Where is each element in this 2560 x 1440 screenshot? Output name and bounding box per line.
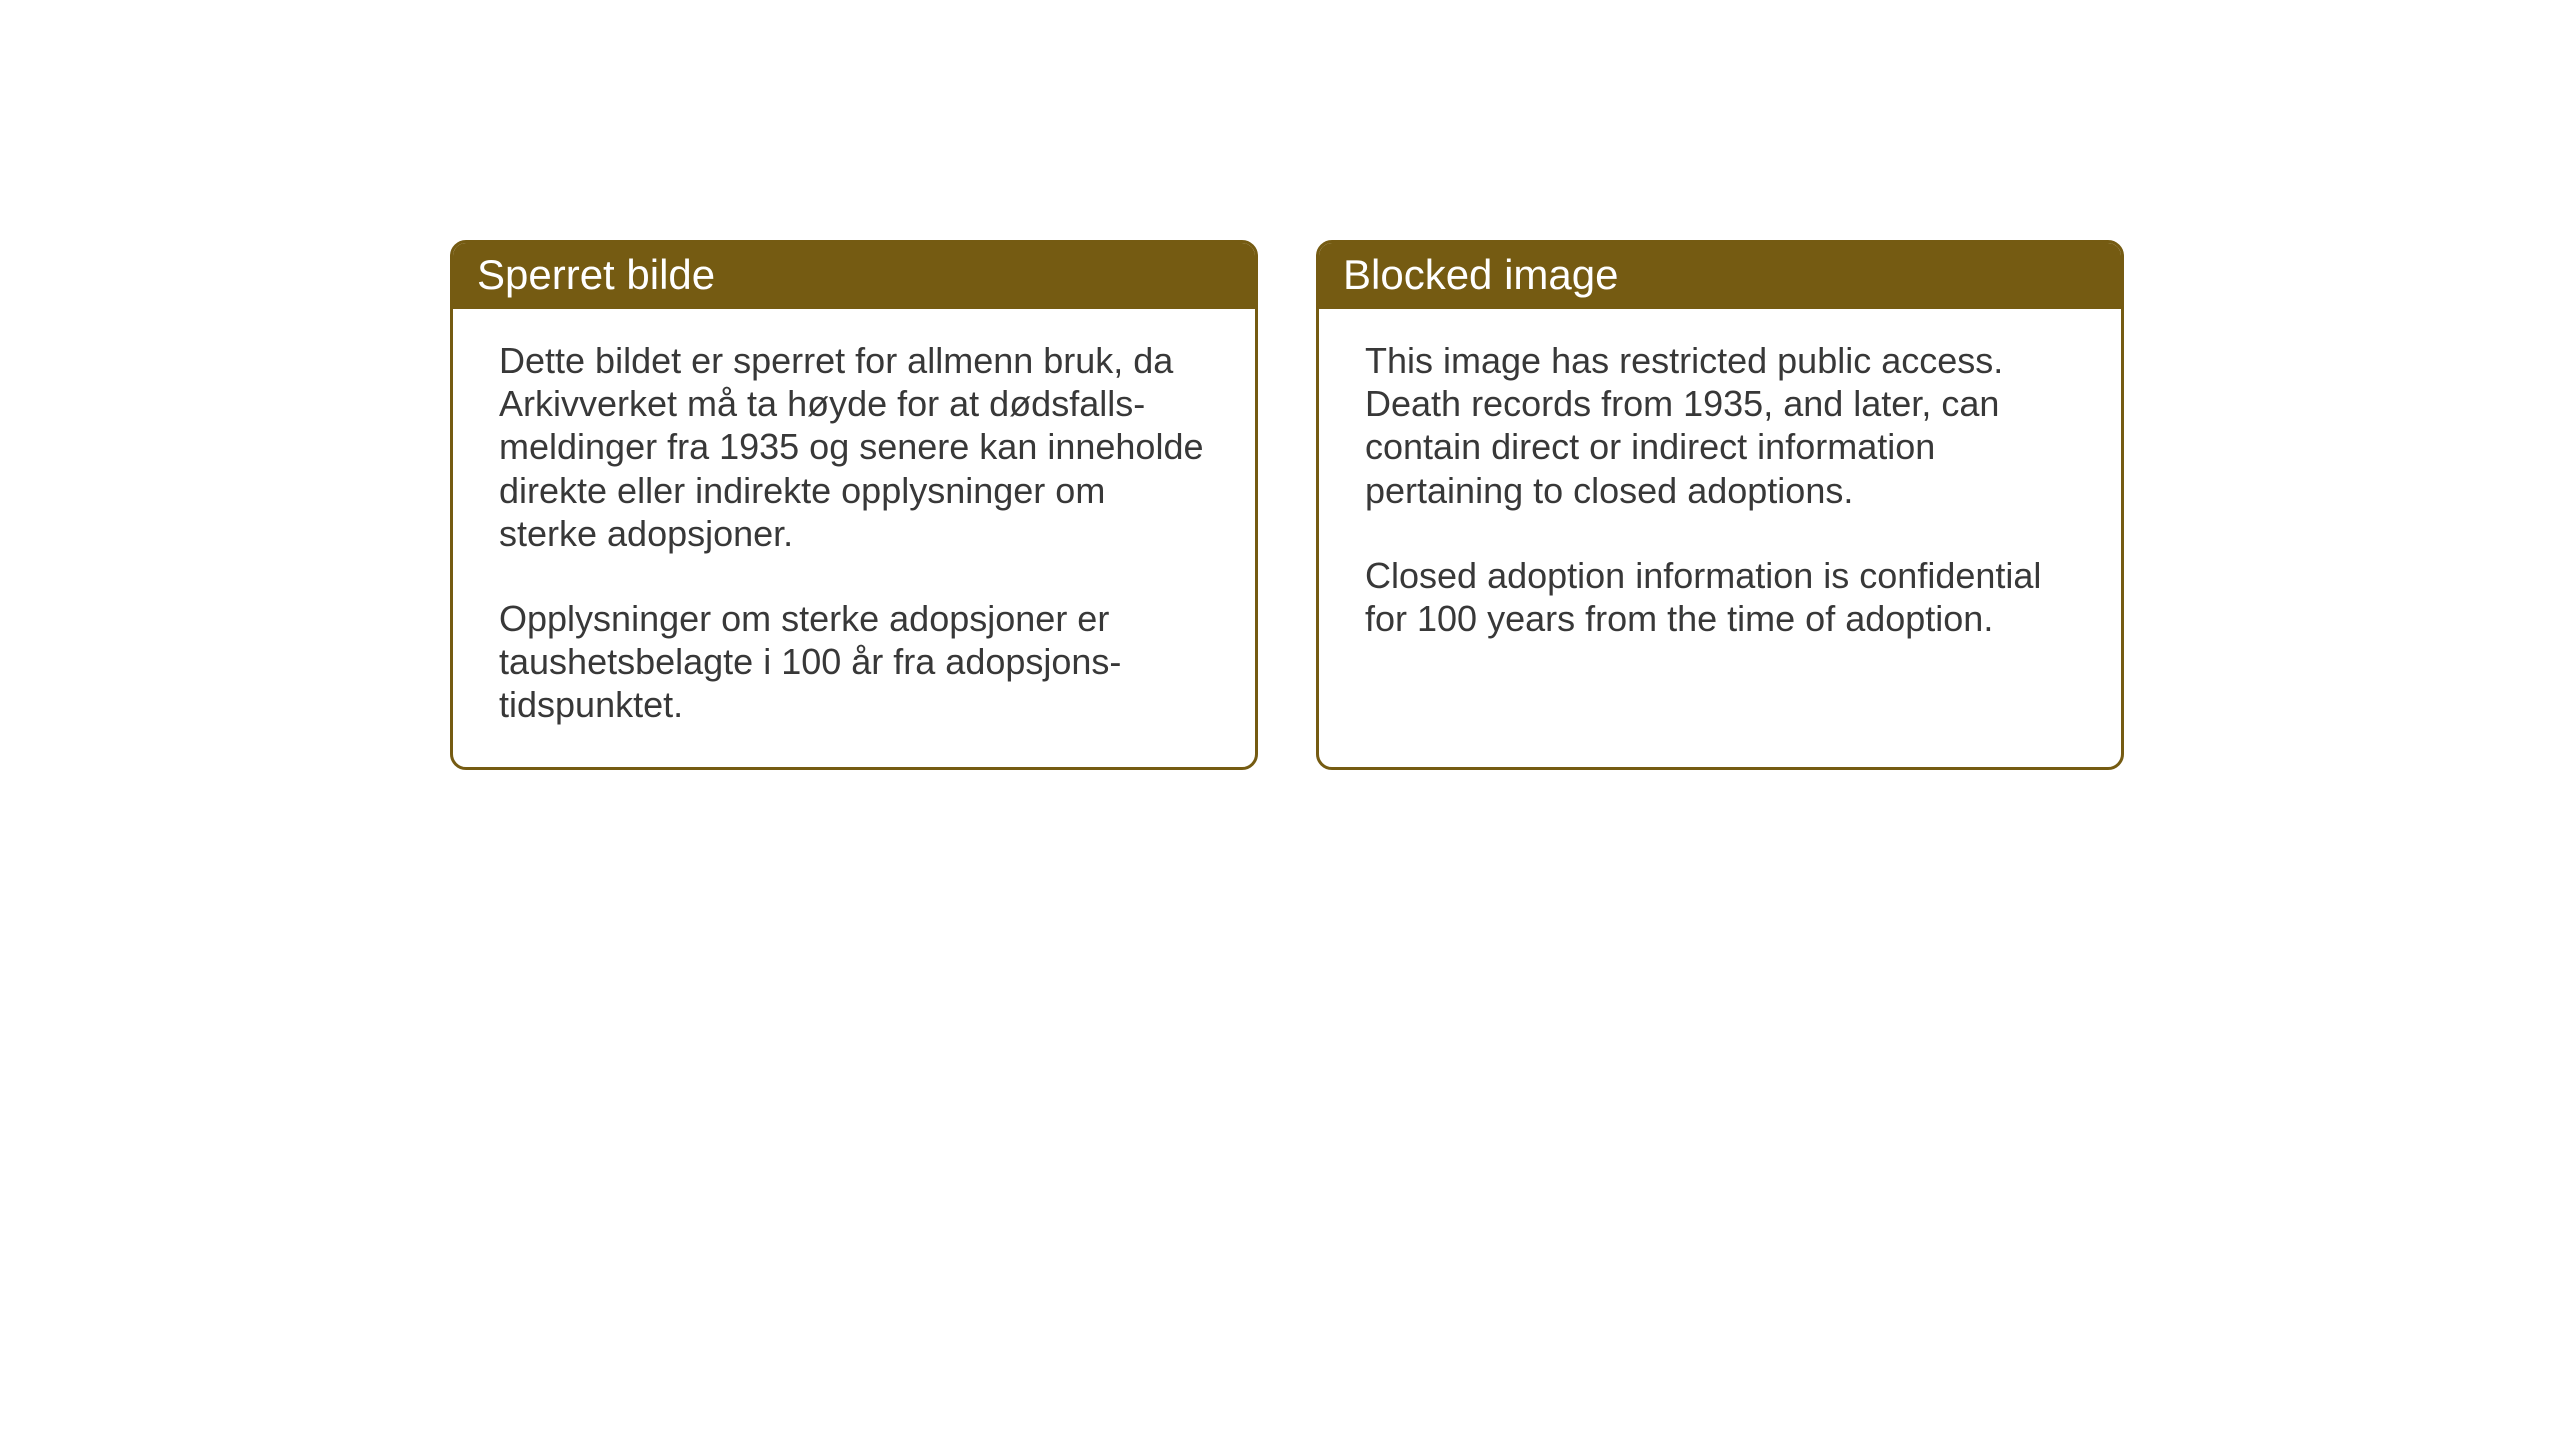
card-english: Blocked image This image has restricted … — [1316, 240, 2124, 770]
card-norwegian: Sperret bilde Dette bildet er sperret fo… — [450, 240, 1258, 770]
cards-container: Sperret bilde Dette bildet er sperret fo… — [0, 0, 2560, 770]
card-body-norwegian: Dette bildet er sperret for allmenn bruk… — [453, 309, 1255, 767]
card-para1-norwegian: Dette bildet er sperret for allmenn bruk… — [499, 339, 1213, 555]
card-para2-norwegian: Opplysninger om sterke adopsjoner er tau… — [499, 597, 1213, 727]
card-para1-english: This image has restricted public access.… — [1365, 339, 2079, 512]
card-para2-english: Closed adoption information is confident… — [1365, 554, 2079, 640]
card-header-norwegian: Sperret bilde — [453, 243, 1255, 309]
card-title-english: Blocked image — [1343, 251, 1618, 298]
card-header-english: Blocked image — [1319, 243, 2121, 309]
card-body-english: This image has restricted public access.… — [1319, 309, 2121, 680]
card-title-norwegian: Sperret bilde — [477, 251, 715, 298]
